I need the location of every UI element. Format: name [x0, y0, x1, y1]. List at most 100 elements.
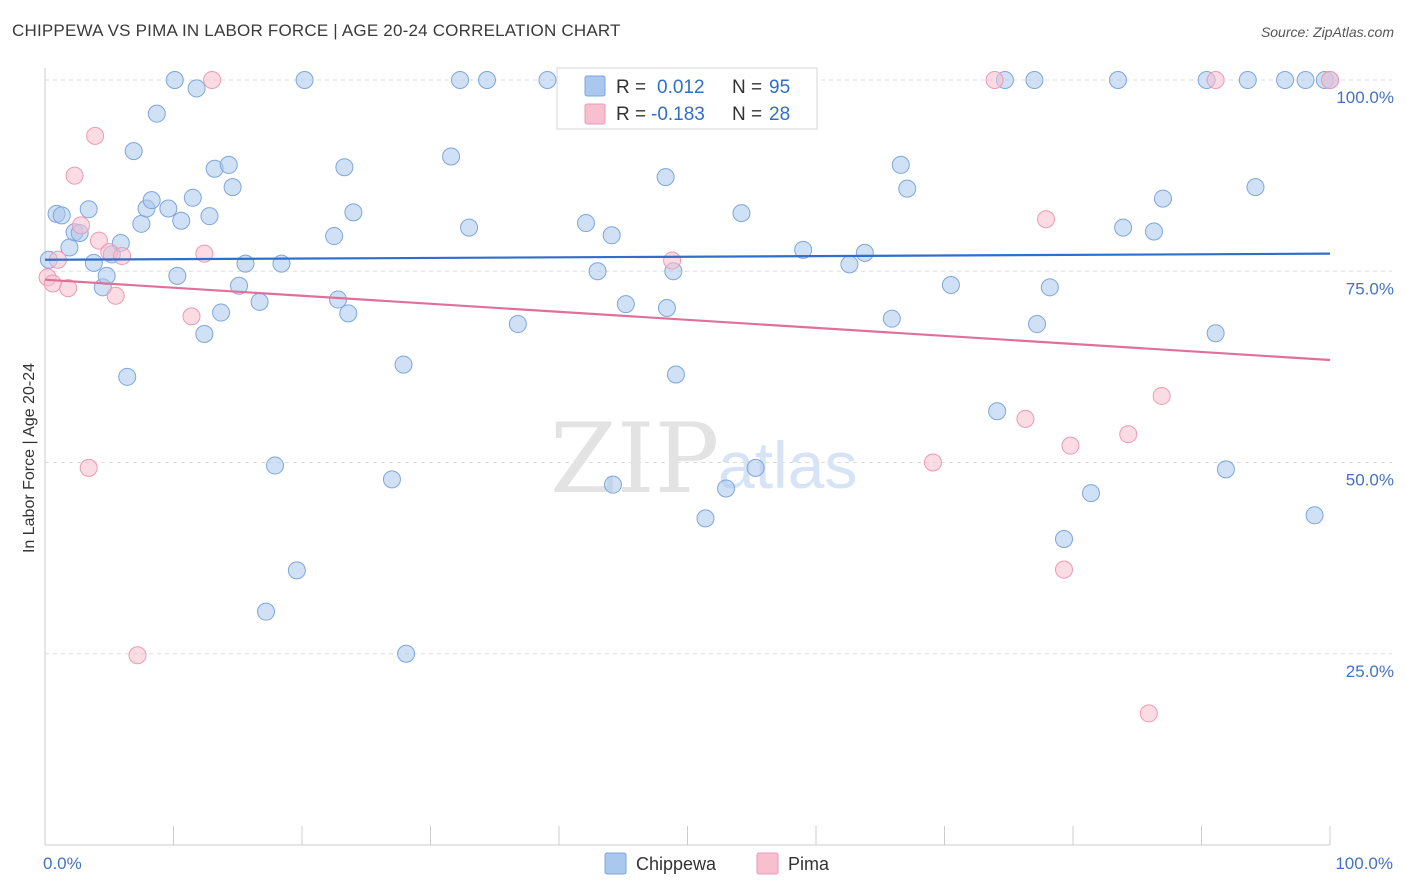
chippewa-point: [230, 276, 249, 295]
chippewa-point: [576, 214, 595, 233]
chippewa-point: [508, 315, 527, 334]
chippewa-point: [250, 292, 269, 311]
chippewa-point: [898, 179, 917, 198]
pima-point: [71, 216, 90, 235]
chippewa-point: [732, 204, 751, 223]
pima-n-value: 28: [769, 104, 790, 125]
pima-point: [89, 231, 108, 250]
pima-stats-swatch: [584, 103, 606, 125]
pima-point: [663, 251, 682, 270]
chippewa-point: [657, 298, 676, 317]
chippewa-point: [339, 304, 358, 323]
chippewa-point: [451, 71, 470, 89]
pima-point: [79, 458, 98, 477]
chippewa-point: [52, 206, 71, 225]
chippewa-point: [794, 240, 813, 259]
pima-point: [1061, 436, 1080, 455]
x-tick-label-0: 0.0%: [43, 854, 82, 873]
chippewa-point: [79, 200, 98, 219]
pima-point: [1055, 560, 1074, 579]
watermark-atlas: atlas: [718, 428, 857, 502]
chippewa-point: [212, 303, 231, 322]
x-tick-labels: 0.0% 100.0%: [43, 854, 1393, 873]
watermark: ZIP atlas: [550, 403, 857, 515]
chippewa-point: [124, 142, 143, 161]
chippewa-point: [1144, 222, 1163, 241]
pima-point: [1139, 704, 1158, 723]
chippewa-point: [172, 211, 191, 230]
pima-point: [59, 279, 78, 298]
pima-point: [128, 646, 147, 665]
chippewa-point: [159, 199, 178, 218]
pima-point: [1037, 210, 1056, 229]
chippewa-r-label: R =: [616, 77, 646, 98]
trend-lines: [44, 252, 1331, 362]
chippewa-point: [538, 71, 557, 89]
pima-point: [106, 286, 125, 305]
pima-point: [203, 71, 222, 89]
pima-points: [38, 71, 1339, 723]
pima-n-label: N =: [732, 104, 762, 125]
pima-point: [43, 274, 62, 293]
chippewa-point: [717, 479, 736, 498]
legend-label-pima: Pima: [788, 854, 830, 874]
chippewa-point: [1305, 506, 1324, 525]
pima-point: [113, 246, 132, 265]
chippewa-point: [840, 255, 859, 274]
legend-swatch-pima: [756, 852, 779, 875]
chippewa-point: [97, 266, 116, 285]
chippewa-point: [295, 71, 314, 89]
chippewa-point: [1153, 189, 1172, 208]
y-axis-title: In Labor Force | Age 20-24: [21, 363, 38, 553]
chippewa-n-value: 95: [769, 77, 790, 98]
chippewa-point: [602, 226, 621, 245]
pima-trend-line: [44, 278, 1331, 362]
chippewa-point: [460, 218, 479, 237]
chippewa-point: [344, 203, 363, 222]
chippewa-point: [1040, 278, 1059, 297]
chippewa-point: [616, 295, 635, 314]
chippewa-point: [891, 155, 910, 174]
chippewa-point: [168, 266, 187, 285]
chippewa-point: [84, 253, 103, 272]
chippewa-point: [187, 79, 206, 98]
source-label: Source: ZipAtlas.com: [1260, 24, 1394, 40]
pima-point: [1206, 71, 1225, 89]
legend-swatch-chippewa: [604, 852, 627, 875]
chippewa-point: [941, 276, 960, 295]
chart-title: CHIPPEWA VS PIMA IN LABOR FORCE | AGE 20…: [12, 21, 621, 40]
pima-point: [1321, 71, 1339, 89]
pima-r-label: R =: [616, 104, 646, 125]
pima-point: [1119, 425, 1138, 444]
chippewa-point: [603, 475, 622, 494]
chippewa-point: [1276, 71, 1295, 89]
chippewa-point: [118, 367, 137, 386]
axes: [44, 68, 1331, 846]
chippewa-point: [1025, 71, 1044, 89]
chippewa-point: [165, 71, 184, 89]
pima-point: [86, 126, 105, 145]
chippewa-points: [39, 71, 1339, 663]
chippewa-point: [219, 155, 238, 174]
chippewa-point: [696, 509, 715, 528]
chippewa-point: [183, 188, 202, 207]
chippewa-point: [882, 309, 901, 328]
chippewa-point: [1238, 71, 1257, 89]
chippewa-point: [478, 71, 497, 89]
chippewa-point: [1114, 218, 1133, 237]
chippewa-trend-line: [44, 252, 1331, 261]
chippewa-n-label: N =: [732, 77, 762, 98]
pima-point: [1152, 386, 1171, 405]
y-tick-labels: 100.0% 75.0% 50.0% 25.0%: [1336, 88, 1394, 681]
chippewa-point: [132, 214, 151, 233]
chippewa-point: [656, 168, 675, 187]
chippewa-point: [1206, 324, 1225, 343]
chippewa-point: [325, 227, 344, 246]
chippewa-point: [1296, 71, 1315, 89]
chippewa-point: [1081, 484, 1100, 503]
y-tick-label-0: 100.0%: [1336, 88, 1394, 107]
chippewa-point: [397, 644, 416, 663]
bottom-legend: Chippewa Pima: [604, 852, 830, 875]
legend-label-chippewa: Chippewa: [636, 854, 717, 874]
